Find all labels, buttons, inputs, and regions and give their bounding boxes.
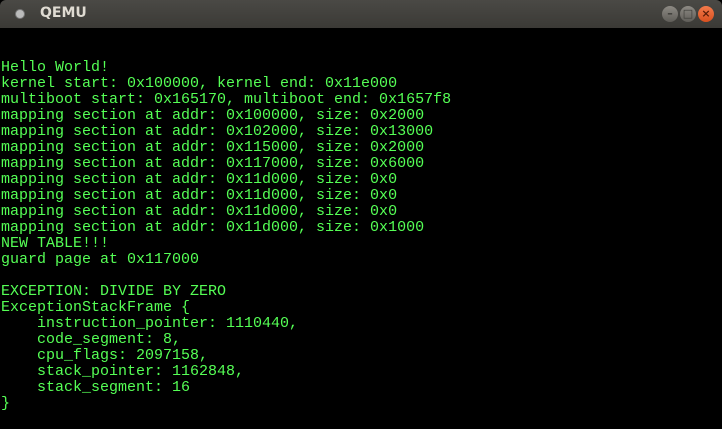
console-line: mapping section at addr: 0x100000, size:… — [1, 107, 425, 124]
window-title: QEMU — [40, 5, 87, 21]
console-line: guard page at 0x117000 — [1, 251, 200, 268]
console-line: kernel start: 0x100000, kernel end: 0x11… — [1, 75, 398, 92]
console-line: instruction_pointer: 1110440, — [1, 315, 299, 332]
vm-display[interactable]: Hello World! kernel start: 0x100000, kern… — [0, 28, 722, 429]
console-output: Hello World! kernel start: 0x100000, kern… — [1, 60, 451, 412]
console-line: mapping section at addr: 0x102000, size:… — [1, 123, 434, 140]
console-line: mapping section at addr: 0x11d000, size:… — [1, 203, 398, 220]
console-line: cpu_flags: 2097158, — [1, 347, 209, 364]
console-line: Hello World! — [1, 59, 110, 76]
console-line: NEW TABLE!!! — [1, 235, 110, 252]
console-line: mapping section at addr: 0x117000, size:… — [1, 155, 425, 172]
console-line: EXCEPTION: DIVIDE BY ZERO — [1, 283, 227, 300]
console-line: stack_pointer: 1162848, — [1, 363, 245, 380]
app-icon — [15, 9, 25, 19]
close-button[interactable]: × — [698, 6, 714, 22]
console-line: ExceptionStackFrame { — [1, 299, 191, 316]
console-line: stack_segment: 16 — [1, 379, 191, 396]
maximize-button[interactable]: □ — [680, 6, 696, 22]
minimize-button[interactable]: – — [662, 6, 678, 22]
console-line: multiboot start: 0x165170, multiboot end… — [1, 91, 452, 108]
console-line: code_segment: 8, — [1, 331, 182, 348]
console-line: mapping section at addr: 0x115000, size:… — [1, 139, 425, 156]
console-line: mapping section at addr: 0x11d000, size:… — [1, 219, 425, 236]
window-titlebar[interactable]: QEMU – □ × — [0, 0, 722, 28]
console-line: mapping section at addr: 0x11d000, size:… — [1, 171, 398, 188]
console-line — [1, 268, 451, 284]
console-line: } — [1, 395, 11, 412]
console-line: mapping section at addr: 0x11d000, size:… — [1, 187, 398, 204]
